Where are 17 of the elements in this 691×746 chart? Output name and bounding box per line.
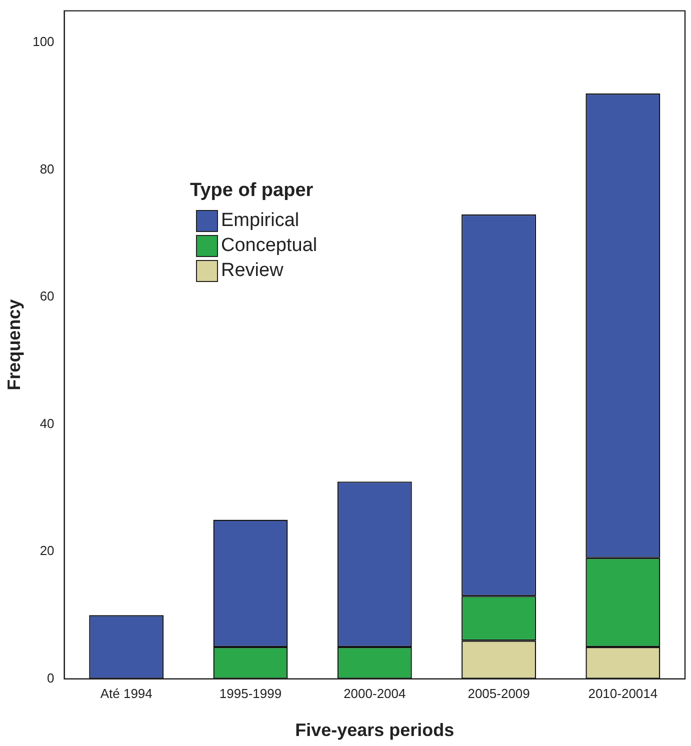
x-tick-label: 2010-20014 [588,686,658,702]
y-tick-label: 60 [40,288,54,304]
y-tick-label: 100 [32,34,54,50]
x-tick-label: Até 1994 [100,686,152,702]
y-axis-title: Frequency [4,299,24,390]
x-axis-title: Five-years periods [295,720,454,740]
x-tick-label: 2005-2009 [468,686,530,702]
y-tick-label: 20 [40,543,54,558]
legend-label: Empirical [221,209,300,233]
y-tick-label: 0 [47,670,54,686]
legend-title: Type of paper [190,180,314,202]
x-tick-label: 2000-2004 [344,686,406,702]
legend-label: Review [221,259,284,283]
x-tick-label: 1995-1999 [219,686,282,702]
y-tick-label: 80 [40,161,54,176]
y-tick-label: 40 [40,416,54,431]
legend-label: Conceptual [221,234,318,258]
